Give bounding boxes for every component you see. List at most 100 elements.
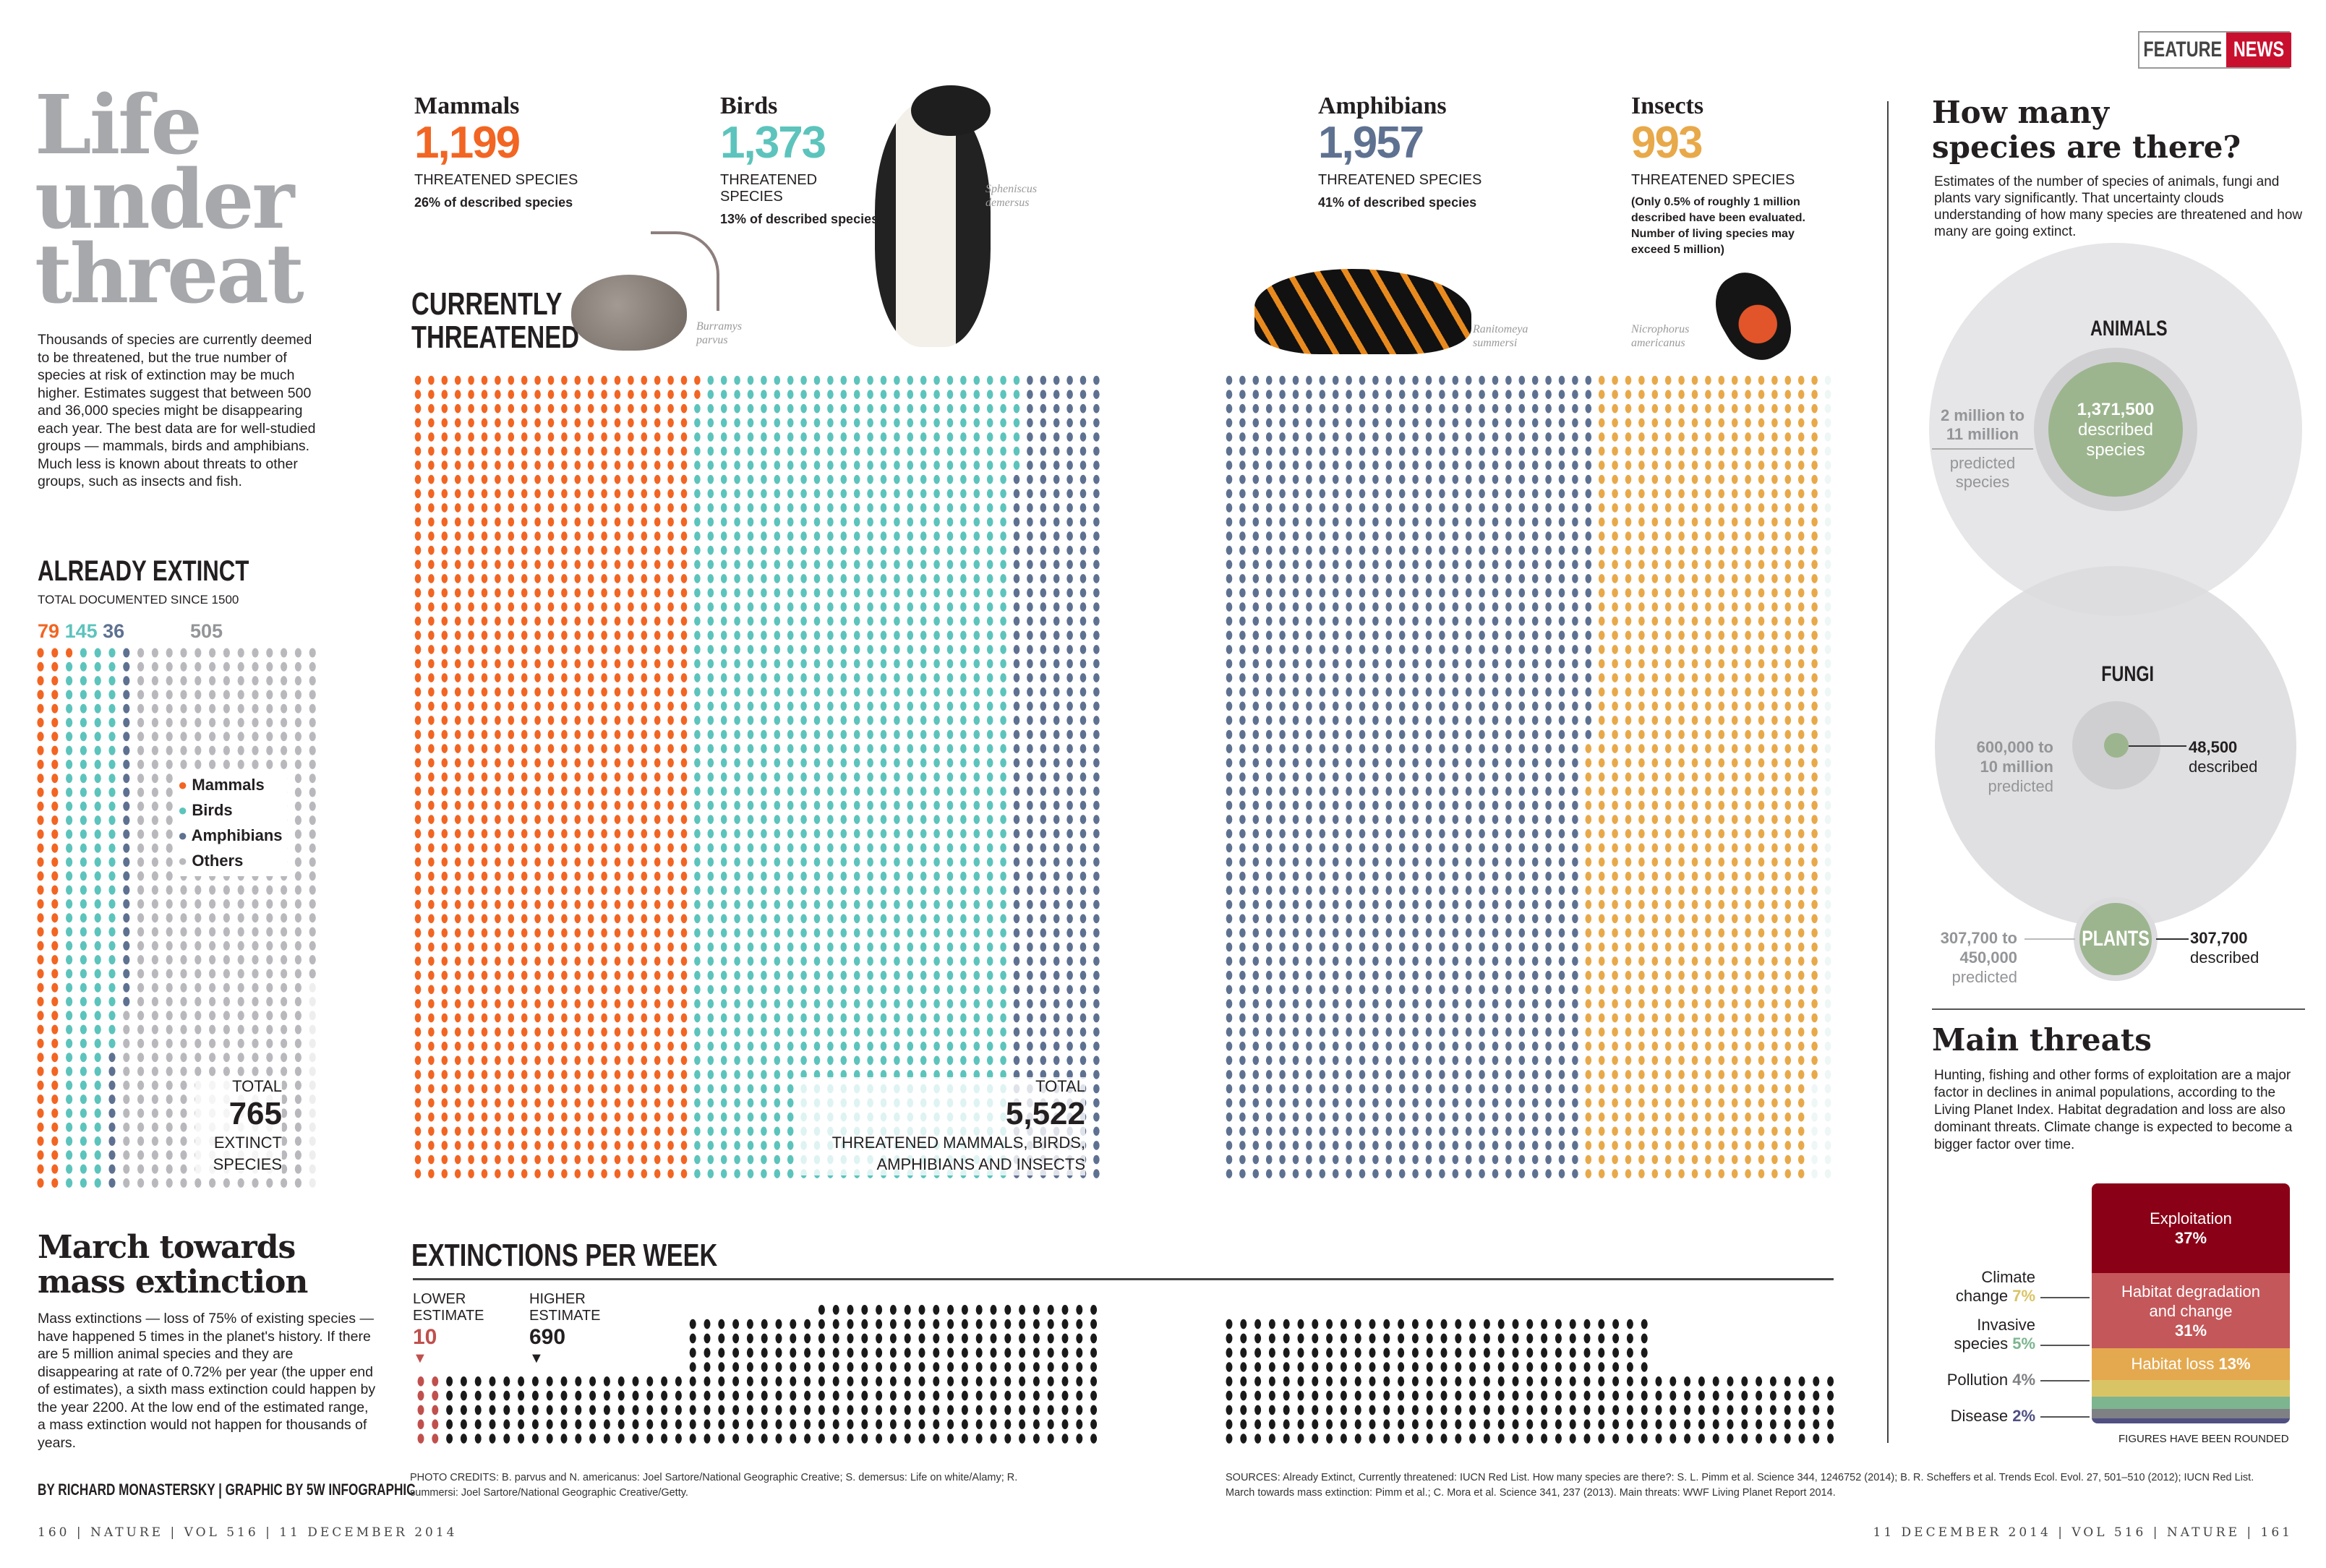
- threatened-amphibian-dot: [1093, 1112, 1100, 1122]
- threatened-mammal-dot: [574, 390, 581, 399]
- threatened-amphibian-dot: [1452, 701, 1459, 711]
- extinct-mammal-dot: [51, 1038, 59, 1048]
- extinct-other-dot: [209, 703, 216, 714]
- threatened-bird-dot: [907, 630, 914, 641]
- extinct-other-dot: [180, 1053, 187, 1063]
- threatened-mammal-dot: [587, 729, 594, 740]
- extinct-other-dot: [166, 843, 173, 853]
- threatened-bird-dot: [734, 787, 740, 796]
- threatened-mammal-dot: [468, 673, 474, 682]
- threatened-mammal-dot: [468, 1141, 474, 1150]
- extinct-other-dot: [237, 885, 244, 895]
- threatened-amphibian-dot: [1066, 545, 1073, 555]
- threatened-amphibian-dot: [1372, 729, 1379, 740]
- extinct-other-dot: [294, 759, 302, 769]
- threatened-bird-dot: [960, 403, 967, 414]
- threatened-bird-dot: [973, 616, 980, 626]
- threatened-mammal-dot: [574, 1141, 581, 1150]
- threatened-bird-dot: [840, 531, 847, 541]
- threatened-mammal-dot: [601, 1141, 607, 1150]
- threatened-amphibian-dot: [1332, 560, 1339, 570]
- threatened-mammal-dot: [587, 758, 594, 768]
- extinct-amphibian-dot: [123, 982, 130, 993]
- threatened-bird-dot: [827, 460, 834, 470]
- threatened-bird-dot: [853, 574, 860, 583]
- threatened-bird-dot: [734, 772, 740, 782]
- threatened-amphibian-dot: [1479, 602, 1485, 612]
- extinct-mammal-dot: [51, 969, 59, 979]
- threatened-amphibian-dot: [1492, 531, 1499, 541]
- threatened-mammal-dot: [454, 432, 461, 442]
- threatened-mammal-dot: [428, 828, 435, 839]
- threatened-mammal-dot: [414, 899, 422, 909]
- threatened-amphibian-dot: [1226, 787, 1233, 796]
- threatened-bird-dot: [960, 729, 967, 740]
- threatened-amphibian-dot: [1252, 687, 1260, 697]
- extinct-mammal-dot: [51, 1053, 59, 1063]
- threatened-bird-dot: [694, 545, 701, 555]
- threatened-bird-dot: [747, 432, 754, 442]
- threatened-amphibian-dot: [1505, 999, 1512, 1008]
- threatened-bird-dot: [946, 517, 954, 527]
- threatened-mammal-dot: [547, 942, 555, 952]
- threatened-amphibian-dot: [1452, 432, 1459, 442]
- threatened-amphibian-dot: [1053, 1070, 1060, 1079]
- threatened-bird-dot: [787, 758, 794, 768]
- extinct-bird-dot: [94, 1066, 101, 1076]
- threatened-mammal-dot: [454, 531, 461, 541]
- threatened-bird-dot: [867, 772, 873, 782]
- extinct-mammal-dot: [37, 703, 44, 714]
- threatened-mammal-dot: [654, 701, 661, 711]
- extinct-bird-dot: [94, 759, 101, 769]
- threatened-mammal-dot: [587, 800, 594, 810]
- threatened-bird-dot: [720, 828, 727, 839]
- threatened-bird-dot: [920, 616, 927, 626]
- threatened-bird-dot: [946, 843, 954, 853]
- threatened-mammal-dot: [601, 914, 607, 924]
- threatened-amphibian-dot: [1292, 1084, 1299, 1094]
- threatened-amphibian-dot: [1359, 659, 1366, 669]
- threatened-amphibian-dot: [1279, 942, 1286, 952]
- threatened-amphibian-dot: [1465, 460, 1472, 470]
- threatened-mammal-dot: [547, 1084, 555, 1094]
- threatened-amphibian-dot: [1479, 787, 1485, 796]
- threatened-bird-dot: [1000, 999, 1006, 1008]
- threatened-amphibian-dot: [1398, 899, 1406, 909]
- threatened-amphibian-dot: [1398, 1013, 1406, 1023]
- threatened-amphibian-dot: [1093, 1154, 1100, 1165]
- threatened-bird-dot: [880, 503, 887, 513]
- threatened-mammal-dot: [534, 659, 541, 669]
- extinct-other-dot: [252, 969, 259, 979]
- threatened-mammal-dot: [547, 716, 555, 725]
- threatened-bird-dot: [973, 1055, 980, 1066]
- threatened-amphibian-dot: [1306, 985, 1312, 995]
- threatened-bird-dot: [827, 545, 834, 555]
- threatened-bird-dot: [960, 517, 967, 527]
- extinct-other-dot: [166, 1094, 173, 1105]
- threatened-mammal-dot: [468, 1055, 474, 1066]
- threatened-bird-dot: [840, 574, 847, 583]
- extinct-other-dot: [180, 690, 187, 700]
- threatened-amphibian-dot: [1465, 1141, 1472, 1150]
- threatened-bird-dot: [720, 1013, 727, 1023]
- threatened-amphibian-dot: [1372, 787, 1379, 796]
- threatened-amphibian-dot: [1412, 1098, 1419, 1108]
- threatened-mammal-dot: [628, 545, 634, 555]
- threatened-amphibian-dot: [1439, 772, 1445, 782]
- threatened-mammal-dot: [574, 474, 581, 484]
- empty-dot: [309, 1038, 316, 1048]
- threatened-bird-dot: [827, 489, 834, 499]
- threatened-mammal-dot: [547, 1169, 555, 1178]
- extinct-bird-dot: [80, 982, 87, 993]
- threatened-mammal-dot: [601, 1055, 607, 1066]
- extinct-bird-dot: [108, 982, 116, 993]
- threatened-mammal-dot: [468, 899, 474, 909]
- threatened-bird-dot: [960, 418, 967, 428]
- threatened-mammal-dot: [641, 828, 648, 839]
- threatened-mammal-dot: [495, 914, 501, 924]
- extinct-other-dot: [194, 732, 202, 742]
- threatened-amphibian-dot: [1265, 787, 1273, 796]
- threatened-amphibian-dot: [1505, 403, 1512, 414]
- threatened-amphibian-dot: [1425, 588, 1432, 598]
- threatened-amphibian-dot: [1505, 574, 1512, 583]
